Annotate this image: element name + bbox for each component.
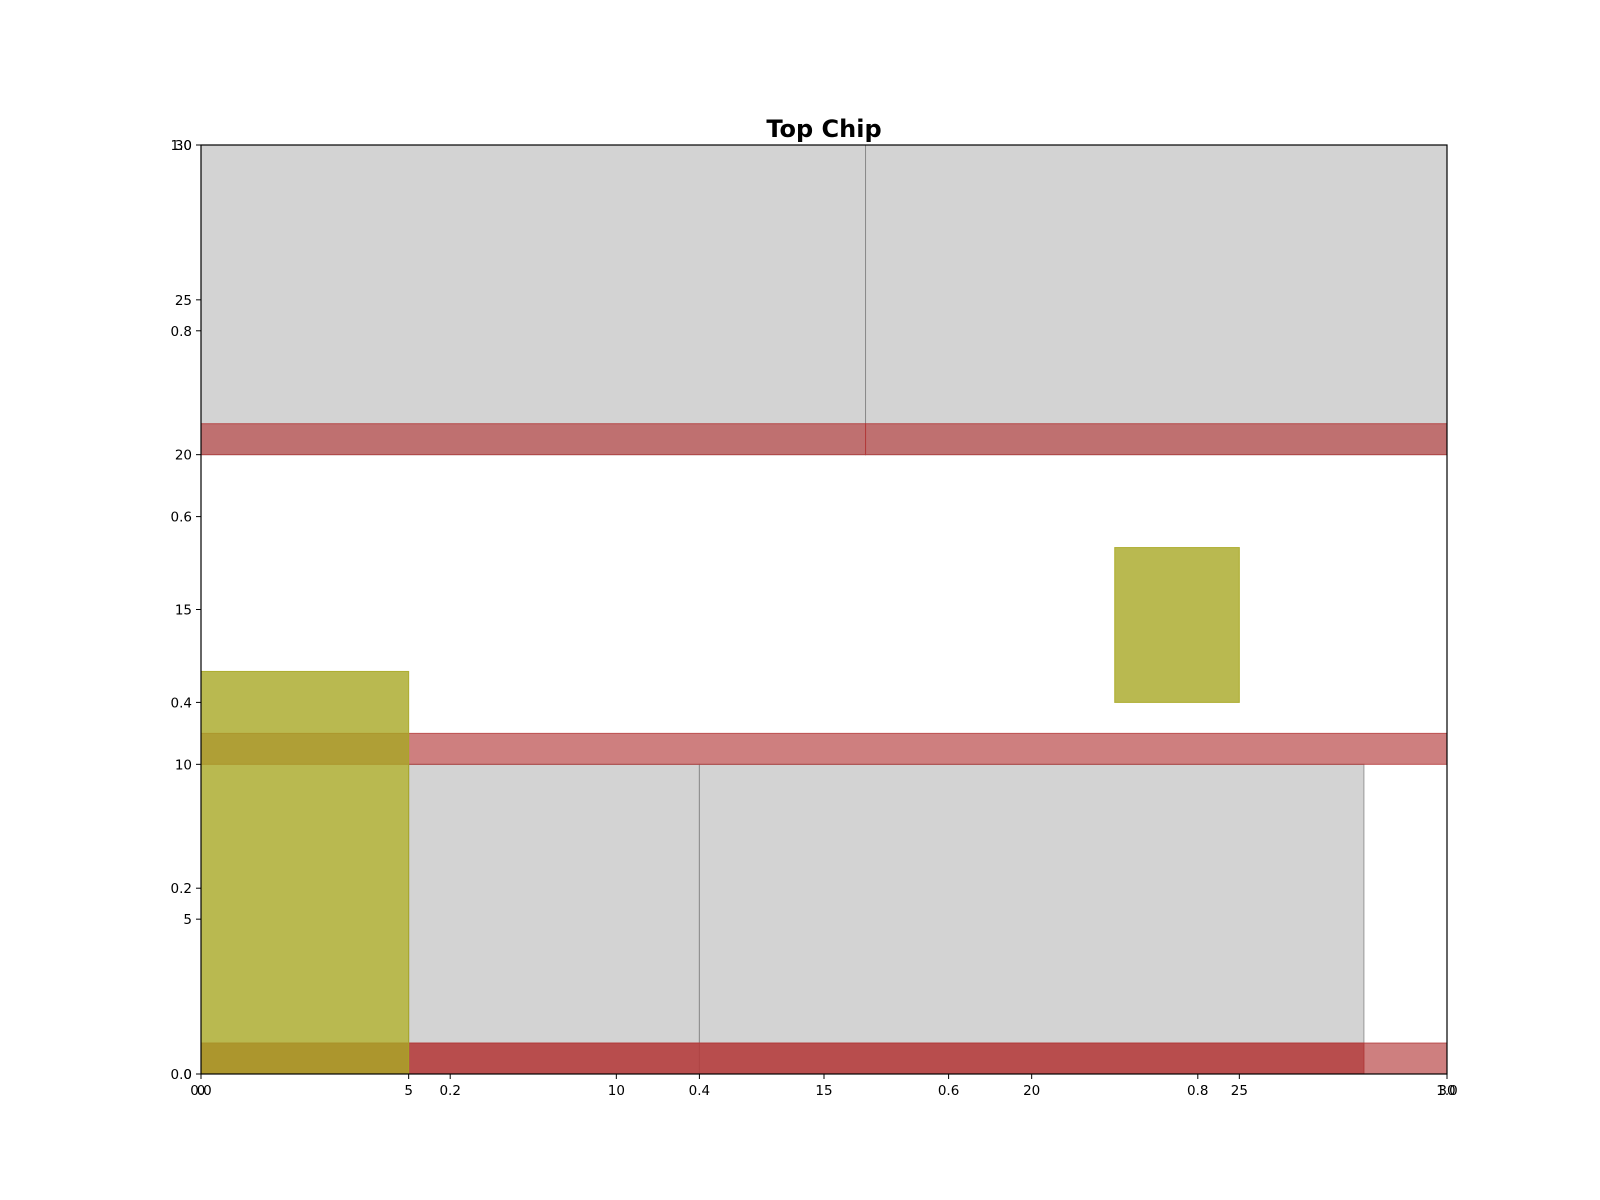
x-tick-label: 15 [815,1083,832,1099]
x2-tick-label: 0.8 [1187,1083,1208,1099]
y-tick-label: 10 [175,757,192,773]
plot-area [200,144,1448,1075]
y2-tick-label: 0.0 [171,1067,192,1083]
x-tick-label: 25 [1231,1083,1248,1099]
grey-block-2 [408,763,700,1075]
olive-block-9 [200,670,410,1075]
y-tick-label: 30 [175,138,192,154]
grey-block-3 [698,763,1365,1075]
x2-tick-label: 0.0 [190,1083,211,1099]
x2-tick-label: 0.6 [938,1083,959,1099]
y-tick-label: 0 [183,1067,192,1083]
y-tick-label: 5 [183,912,192,928]
chart-title: Top Chip [766,115,881,143]
x-tick-label: 20 [1023,1083,1040,1099]
y-tick-label: 15 [175,603,192,619]
x-tick-label: 30 [1438,1083,1455,1099]
y2-tick-label: 0.4 [171,695,192,711]
grey-block-1 [865,144,1448,456]
red-band-4 [200,423,867,456]
y2-tick-label: 1.0 [171,138,192,154]
red-band-5 [865,423,1448,456]
y-tick-label: 20 [175,448,192,464]
x-tick-label: 0 [197,1083,206,1099]
x2-tick-label: 0.4 [689,1083,710,1099]
y2-tick-label: 0.8 [171,324,192,340]
axes: 0 5 10 15 20 25 30 0.0 0.2 0.4 0.6 0.8 1.0 0 5 10 15 20 25… [171,138,1458,1099]
x-tick-label: 10 [608,1083,625,1099]
olive-block-10 [1114,547,1240,703]
y2-tick-label: 0.2 [171,881,192,897]
y-tick-label: 25 [175,293,192,309]
grey-block-0 [200,144,867,456]
x2-tick-label: 1.0 [1436,1083,1457,1099]
x-tick-label: 5 [404,1083,413,1099]
y2-tick-label: 0.6 [171,510,192,526]
x2-tick-label: 0.2 [439,1083,460,1099]
